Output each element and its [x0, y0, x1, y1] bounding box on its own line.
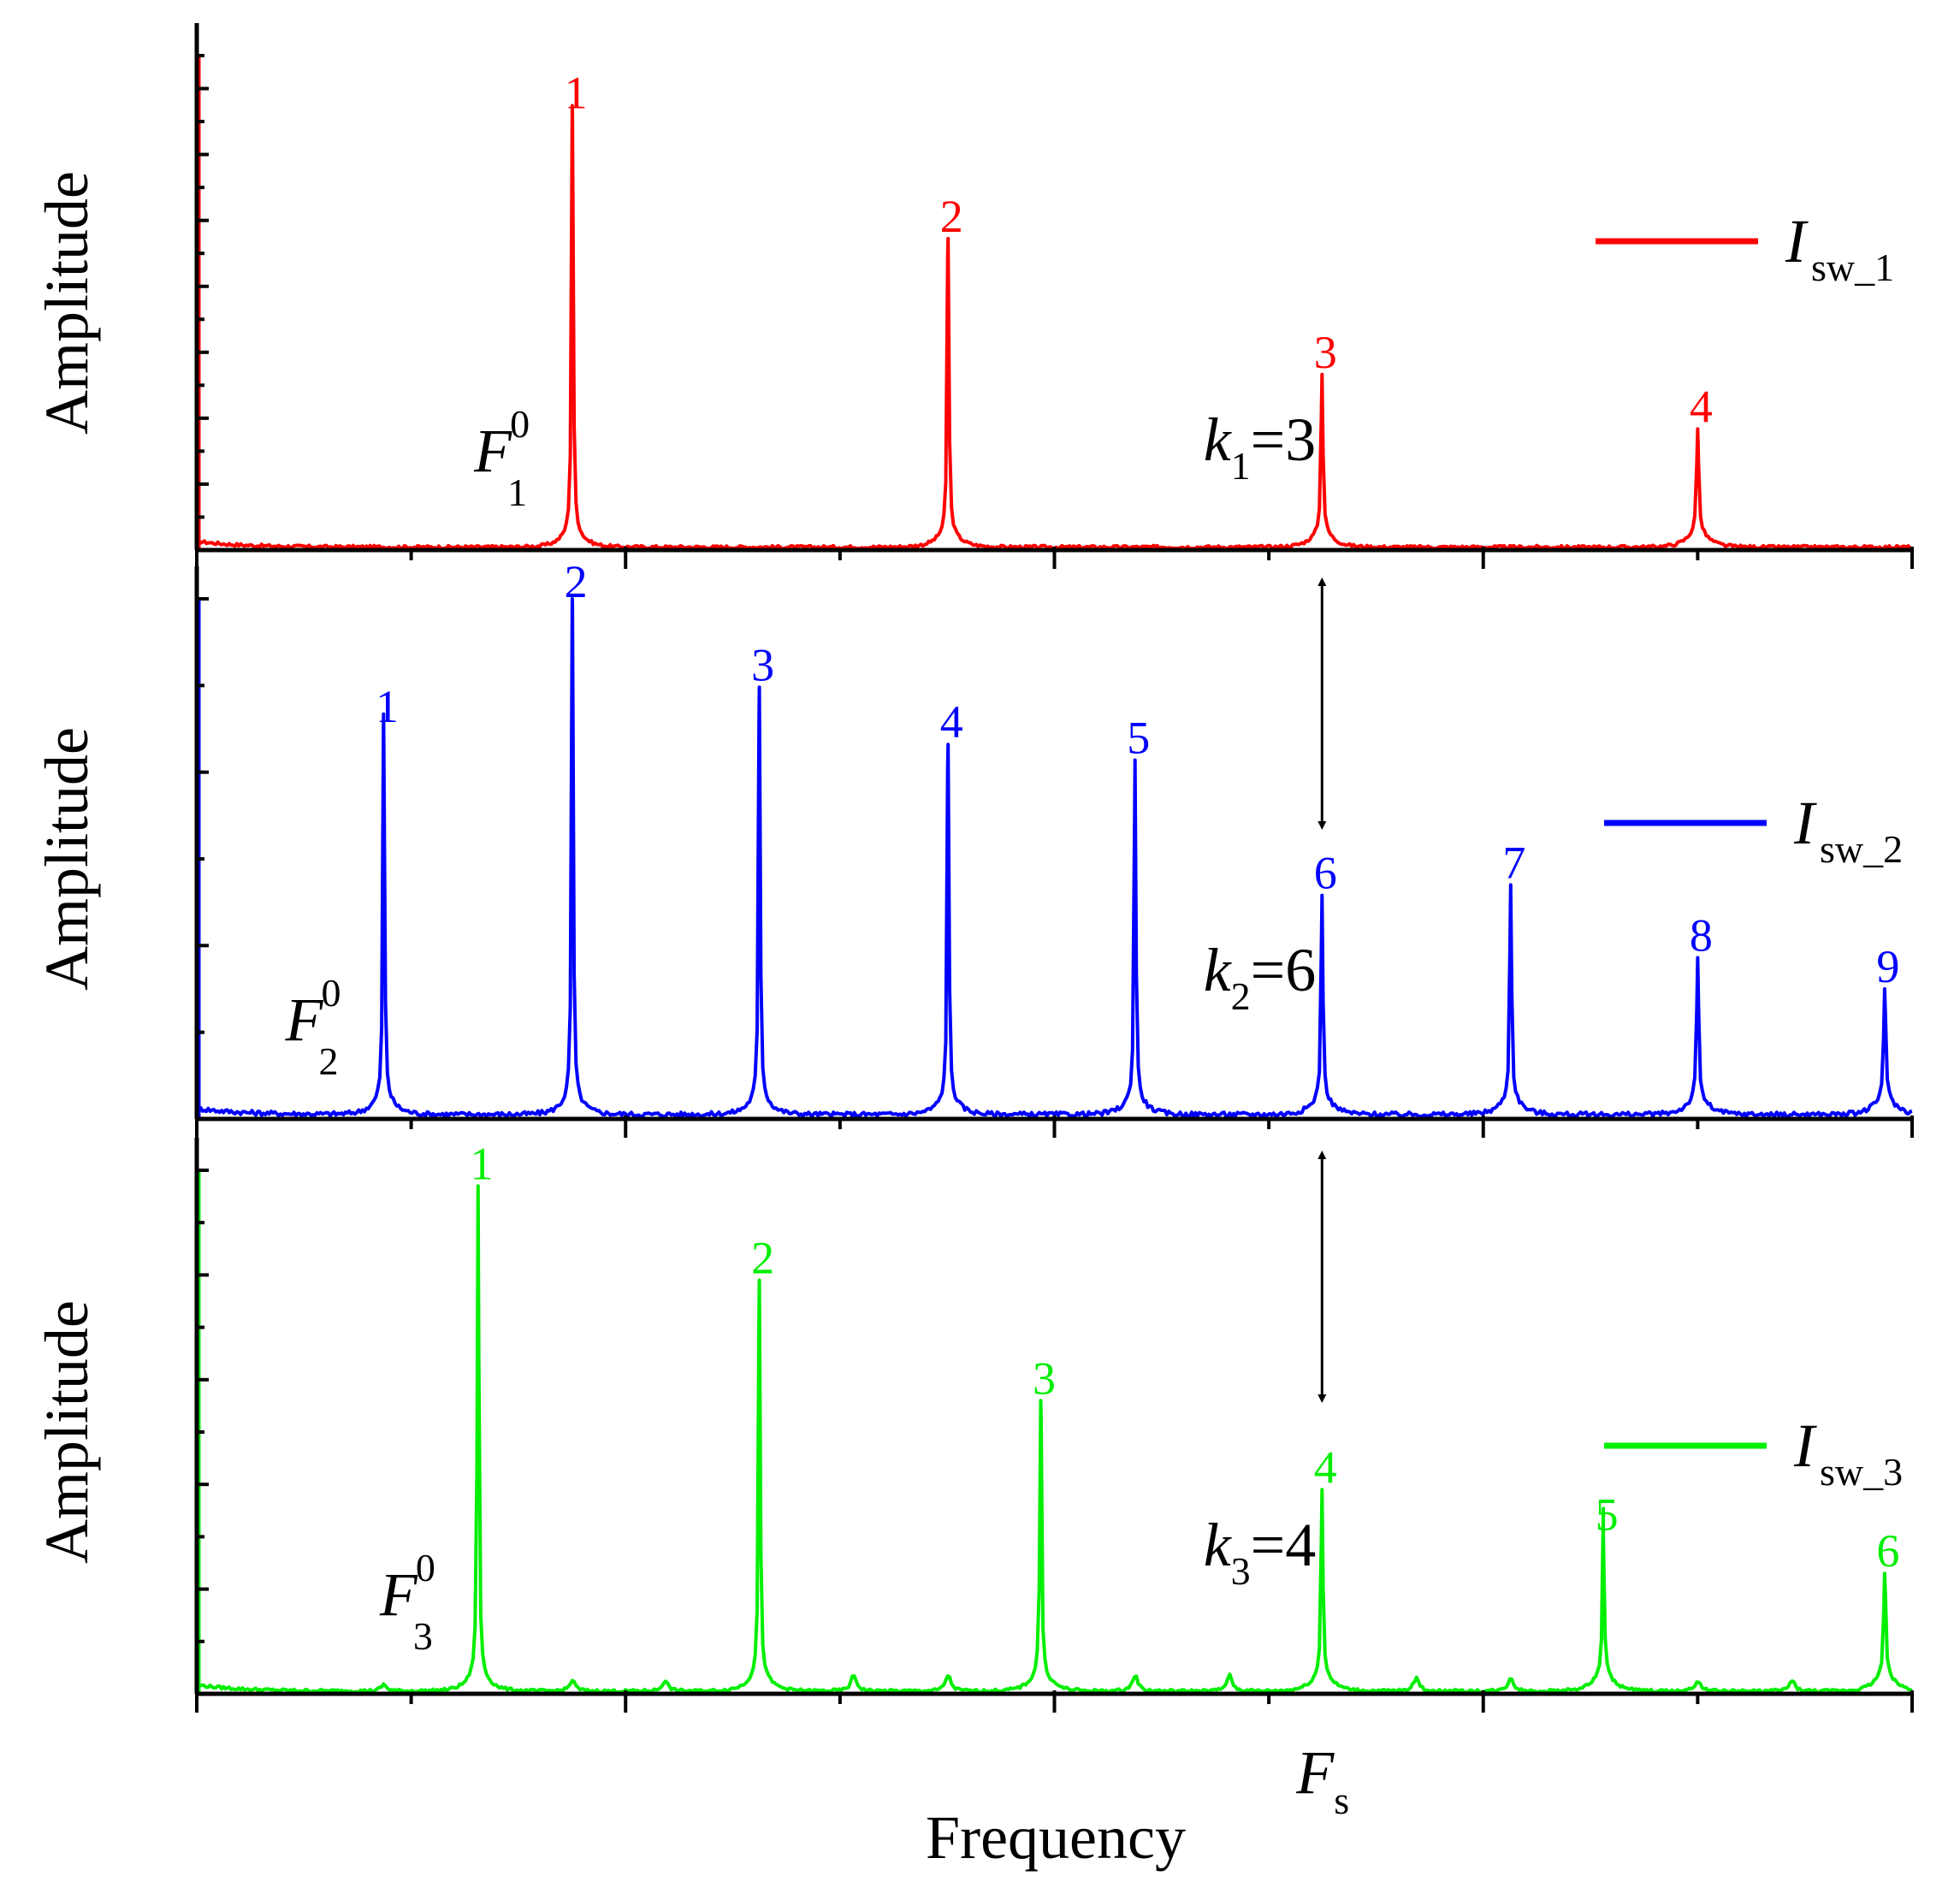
- k-value: =3: [1251, 405, 1317, 474]
- k-subscript: 1: [1231, 444, 1251, 488]
- spectrum-trace-bottom: [196, 1184, 1913, 1695]
- k-symbol: k: [1204, 1511, 1233, 1579]
- svg-text:Fs: Fs: [1295, 1738, 1349, 1822]
- f0-subscript: 1: [507, 470, 527, 514]
- peak-label: 6: [1876, 1525, 1899, 1577]
- fs-subscript: s: [1334, 1778, 1349, 1822]
- peak-label: 4: [940, 696, 963, 748]
- peak-label: 8: [1690, 910, 1713, 962]
- peak-label: 5: [1127, 712, 1150, 763]
- f0-symbol: F: [379, 1560, 418, 1629]
- k-symbol: k: [1204, 405, 1233, 474]
- peak-label: 1: [565, 67, 588, 118]
- peak-label: 2: [751, 1233, 774, 1284]
- f0-subscript: 3: [413, 1614, 433, 1658]
- f0-symbol: F: [285, 985, 324, 1054]
- k-label: k1=3: [1204, 405, 1317, 488]
- peak-label: 2: [565, 556, 588, 607]
- legend-subscript: sw_1: [1811, 246, 1894, 289]
- fs-symbol: F: [1295, 1738, 1335, 1807]
- peak-label: 1: [470, 1138, 493, 1189]
- peak-label: 1: [376, 681, 399, 732]
- k-label: k3=4: [1204, 1511, 1317, 1593]
- spectrum-trace-top: [196, 104, 1914, 551]
- y-axis-title: Amplitude: [33, 171, 101, 435]
- peak-label: 9: [1876, 941, 1899, 992]
- f0-label: F0 3: [379, 1546, 435, 1658]
- fs-label: Fs: [1295, 1738, 1349, 1822]
- k-label: k2=6: [1204, 936, 1317, 1018]
- peak-label: 7: [1502, 837, 1525, 888]
- f0-superscript: 0: [322, 971, 341, 1015]
- y-axis-title: Amplitude: [33, 727, 101, 991]
- peak-label: 5: [1596, 1488, 1619, 1540]
- peak-label: 3: [751, 639, 774, 690]
- k-value: =6: [1251, 936, 1317, 1004]
- peak-label: 2: [940, 191, 963, 242]
- legend-symbol: I: [1793, 1412, 1817, 1480]
- f0-subscript: 2: [319, 1039, 339, 1083]
- f0-symbol: F: [473, 417, 512, 485]
- peak-label: 3: [1033, 1352, 1056, 1404]
- legend-subscript: sw_2: [1820, 827, 1903, 871]
- spectrum-trace-middle: [195, 597, 1913, 1119]
- k-subscript: 2: [1231, 974, 1251, 1018]
- peak-label: 4: [1314, 1441, 1337, 1493]
- k-value: =4: [1251, 1511, 1317, 1579]
- f0-superscript: 0: [416, 1546, 435, 1589]
- f0-label: F0 1: [473, 402, 530, 514]
- legend-symbol: I: [1785, 207, 1809, 275]
- x-axis-title: Frequency: [926, 1803, 1186, 1872]
- k-symbol: k: [1204, 936, 1233, 1004]
- f0-superscript: 0: [510, 402, 530, 446]
- y-axis-title: Amplitude: [33, 1300, 101, 1564]
- peak-label: 4: [1690, 381, 1713, 432]
- k-subscript: 3: [1231, 1549, 1251, 1593]
- legend-symbol: I: [1793, 789, 1817, 857]
- peak-label: 6: [1314, 848, 1337, 899]
- legend-subscript: sw_3: [1820, 1450, 1903, 1494]
- f0-label: F0 2: [285, 971, 341, 1083]
- peak-label: 3: [1314, 327, 1337, 378]
